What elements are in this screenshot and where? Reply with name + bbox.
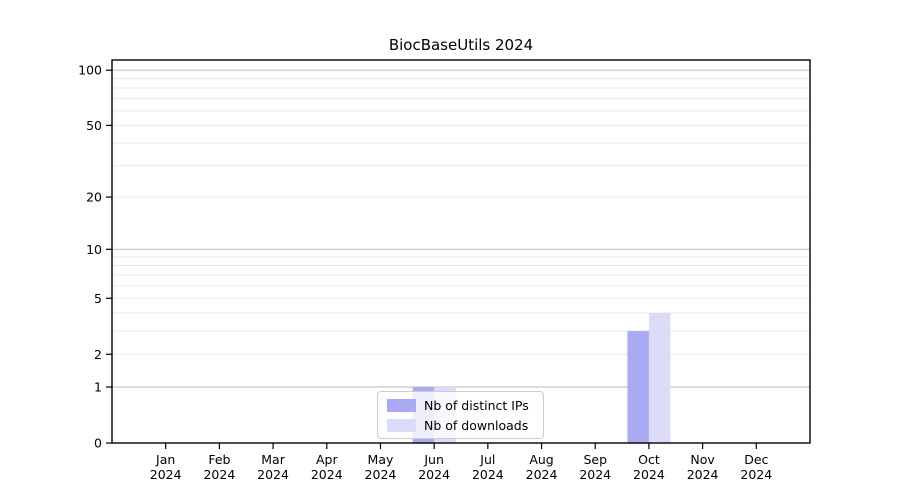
legend-item-distinct-ips: Nb of distinct IPs xyxy=(387,397,535,413)
bar-downloads-oct xyxy=(648,312,671,443)
y-tick-label: 10 xyxy=(86,242,102,257)
x-tick-label-month: Mar xyxy=(261,452,285,467)
x-tick-label-month: Aug xyxy=(529,452,553,467)
plot-frame xyxy=(111,59,811,444)
legend-label-downloads: Nb of downloads xyxy=(424,417,529,433)
chart-title: BiocBaseUtils 2024 xyxy=(388,36,534,54)
x-tick-label-year: 2024 xyxy=(203,467,235,482)
x-tick-label-year: 2024 xyxy=(579,467,611,482)
legend: Nb of distinct IPs Nb of downloads xyxy=(377,391,544,439)
legend-swatch-distinct-ips xyxy=(387,398,416,412)
x-tick-label-year: 2024 xyxy=(150,467,182,482)
x-tick-label-month: Oct xyxy=(638,452,660,467)
x-tick-label-year: 2024 xyxy=(740,467,772,482)
x-tick-label-year: 2024 xyxy=(687,467,719,482)
y-tick-label: 20 xyxy=(86,190,102,205)
y-tick-label: 2 xyxy=(94,347,102,362)
legend-swatch-downloads xyxy=(387,418,416,432)
x-tick-label-month: Apr xyxy=(316,452,338,467)
x-tick-label-year: 2024 xyxy=(633,467,665,482)
x-tick-label-month: Jul xyxy=(479,452,495,467)
y-tick-label: 100 xyxy=(78,63,102,78)
legend-label-distinct-ips: Nb of distinct IPs xyxy=(424,397,529,413)
legend-item-downloads: Nb of downloads xyxy=(387,417,535,433)
y-tick-label: 0 xyxy=(94,436,102,451)
y-tick-label: 50 xyxy=(86,118,102,133)
x-tick-label-month: Dec xyxy=(744,452,768,467)
x-tick-label-month: May xyxy=(368,452,394,467)
y-tick-label: 5 xyxy=(94,291,102,306)
x-tick-label-year: 2024 xyxy=(472,467,504,482)
x-tick-label-month: Feb xyxy=(208,452,230,467)
x-tick-label-month: Nov xyxy=(690,452,715,467)
x-tick-label-month: Jan xyxy=(155,452,175,467)
x-tick-label-year: 2024 xyxy=(311,467,343,482)
x-tick-label-year: 2024 xyxy=(418,467,450,482)
x-tick-label-year: 2024 xyxy=(257,467,289,482)
x-tick-label-year: 2024 xyxy=(365,467,397,482)
x-tick-label-month: Sep xyxy=(583,452,607,467)
y-tick-label: 1 xyxy=(94,380,102,395)
bar-distinct-ips-oct xyxy=(627,331,649,443)
x-tick-label-year: 2024 xyxy=(526,467,558,482)
x-tick-label-month: Jun xyxy=(423,452,444,467)
